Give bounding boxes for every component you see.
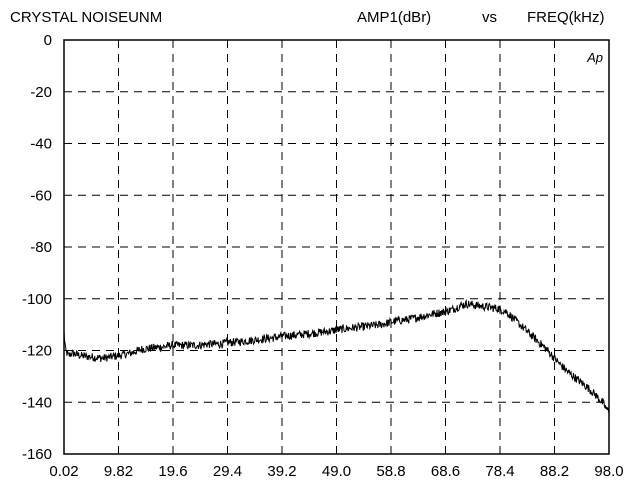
y-tick-label: -40 (30, 136, 52, 153)
x-tick-label: 98.0 (594, 463, 623, 480)
x-tick-label: 58.8 (376, 463, 405, 480)
x-tick-label: 0.02 (49, 463, 78, 480)
x-tick-label: 68.6 (431, 463, 460, 480)
series-line (63, 298, 610, 413)
y-tick-label: -140 (22, 394, 52, 411)
chart-title: CRYSTAL NOISEUNM (10, 9, 162, 26)
x-tick-labels: 0.02 9.82 19.6 29.4 39.2 49.0 58.8 68.6 78.4 88.2… (49, 463, 623, 480)
x-tick-label: 39.2 (267, 463, 296, 480)
x-tick-label: 49.0 (322, 463, 351, 480)
vs-label: vs (482, 9, 497, 26)
plot-area-border (63, 39, 610, 455)
y-axis-label: AMP1(dBr) (357, 9, 431, 26)
x-tick-label: 29.4 (213, 463, 242, 480)
y-tick-label: -120 (22, 343, 52, 360)
x-tick-label: 9.82 (104, 463, 133, 480)
y-tick-label: -80 (30, 239, 52, 256)
x-tick-label: 78.4 (485, 463, 514, 480)
y-tick-label: -160 (22, 446, 52, 463)
y-tick-label: -60 (30, 187, 52, 204)
grid-lines (64, 40, 609, 454)
x-tick-label: 19.6 (158, 463, 187, 480)
y-tick-label: -100 (22, 291, 52, 308)
y-tick-label: -20 (30, 84, 52, 101)
x-axis-label: FREQ(kHz) (527, 9, 605, 26)
y-tick-labels: 0 -20 -40 -60 -80 -100 -120 -140 -160 (22, 32, 52, 463)
ap-logo: Ap (586, 50, 603, 65)
x-tick-label: 88.2 (540, 463, 569, 480)
y-tick-label: 0 (44, 32, 52, 49)
